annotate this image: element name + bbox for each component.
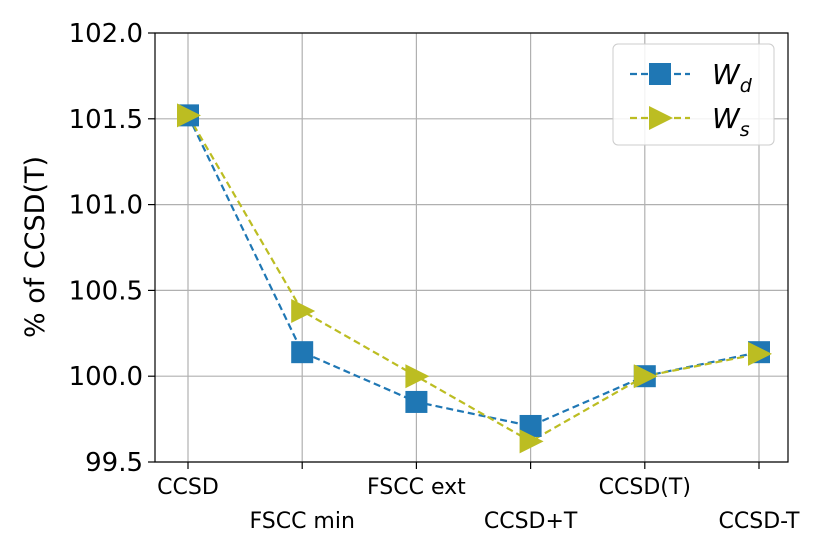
y-axis-label: % of CCSD(T) [20, 156, 51, 338]
y-tick-label: 101.5 [69, 105, 143, 135]
legend-entry-wd: Wd [630, 58, 753, 97]
legend-label-ws: Ws [712, 102, 750, 141]
legend-label-wd: Wd [712, 58, 753, 97]
data-point-ws [177, 103, 201, 128]
series-line-wd [187, 114, 760, 428]
x-tick-label: FSCC min [249, 509, 354, 534]
data-point-wd [405, 390, 428, 413]
y-tick-label: 102.0 [69, 19, 143, 49]
data-point-ws [748, 341, 772, 366]
x-tick-label: CCSD(T) [599, 475, 691, 500]
data-point-ws [519, 429, 544, 454]
y-tick-label: 101.0 [69, 191, 143, 221]
x-tick-label: CCSD+T [484, 509, 578, 534]
x-tick-label: CCSD-T [719, 509, 801, 534]
y-tick-label: 99.5 [85, 448, 143, 478]
axes: 99.5 100.0 100.5 101.0 101.5 102.0 CCSD FSCC mi… [69, 19, 800, 534]
x-tick-label: FSCC ext [367, 475, 466, 500]
series-line-ws [187, 114, 760, 443]
legend: Wd Ws [612, 43, 775, 146]
y-tick-label: 100.0 [69, 362, 143, 392]
data-point-wd [291, 341, 314, 364]
legend-marker-wd [649, 63, 671, 85]
series-layer [177, 103, 772, 454]
plot-frame [154, 32, 789, 463]
legend-entry-ws: Ws [630, 102, 750, 141]
x-tick-label: CCSD [157, 475, 219, 500]
legend-marker-ws [649, 106, 673, 130]
data-point-wd [519, 414, 542, 437]
data-point-ws [291, 298, 316, 323]
data-point-ws [633, 364, 658, 389]
y-tick-label: 100.5 [69, 276, 143, 306]
data-point-ws [405, 364, 430, 389]
